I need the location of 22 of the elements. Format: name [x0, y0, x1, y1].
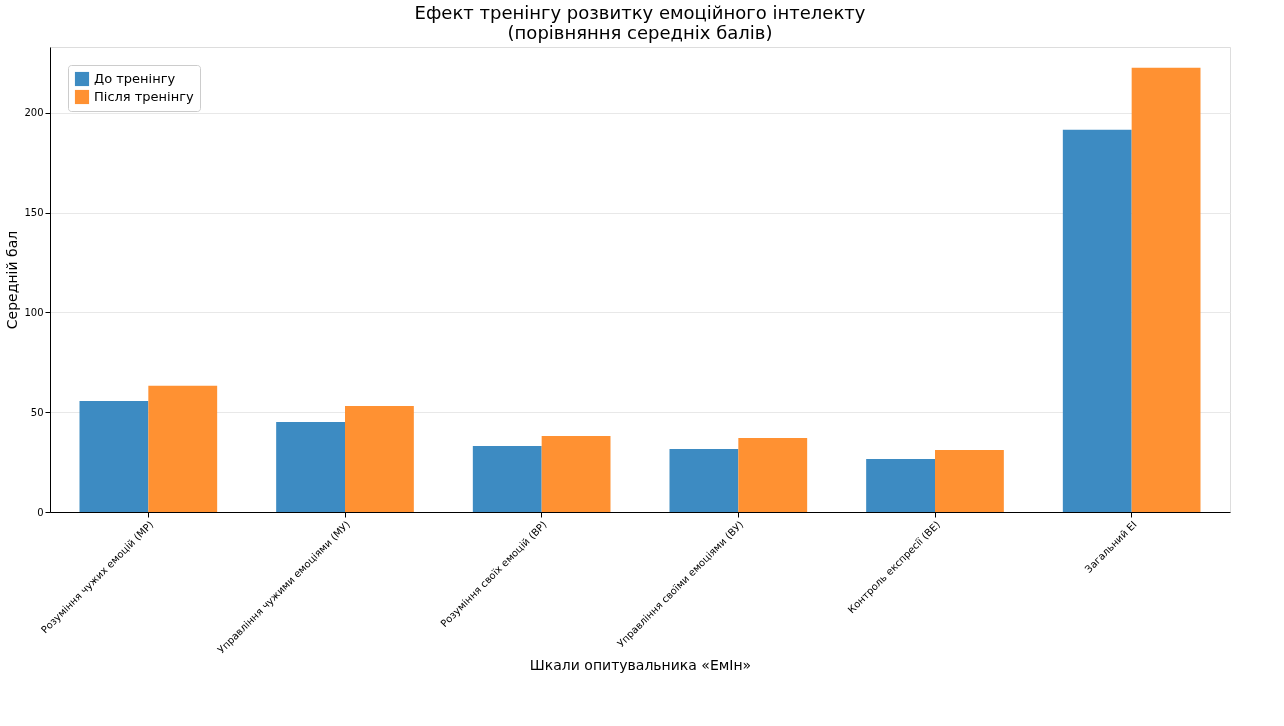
bar	[148, 385, 218, 512]
y-tick-label: 100	[24, 306, 44, 318]
y-axis-title: Середній бал	[4, 230, 21, 330]
x-axis-title: Шкали опитувальника «ЕмІн»	[529, 657, 752, 674]
bar	[738, 437, 808, 512]
legend-label: До тренінгу	[94, 71, 176, 86]
bar	[935, 449, 1004, 512]
bar	[1062, 129, 1132, 512]
bar	[866, 458, 935, 512]
bar	[276, 421, 345, 512]
y-tick-label: 0	[37, 506, 44, 518]
bar	[472, 445, 542, 512]
legend-label: Після тренінгу	[94, 89, 195, 104]
bar	[669, 448, 739, 512]
y-tick-label: 200	[24, 107, 44, 119]
y-tick-label: 150	[24, 207, 44, 219]
y-tick-label: 50	[30, 406, 44, 418]
bar	[1131, 67, 1201, 512]
bar	[541, 435, 611, 512]
chart-title: Ефект тренінгу розвитку емоційного інтелекту (порівняння середніх балів)	[414, 2, 866, 43]
bar	[345, 406, 414, 512]
bar	[79, 401, 149, 512]
